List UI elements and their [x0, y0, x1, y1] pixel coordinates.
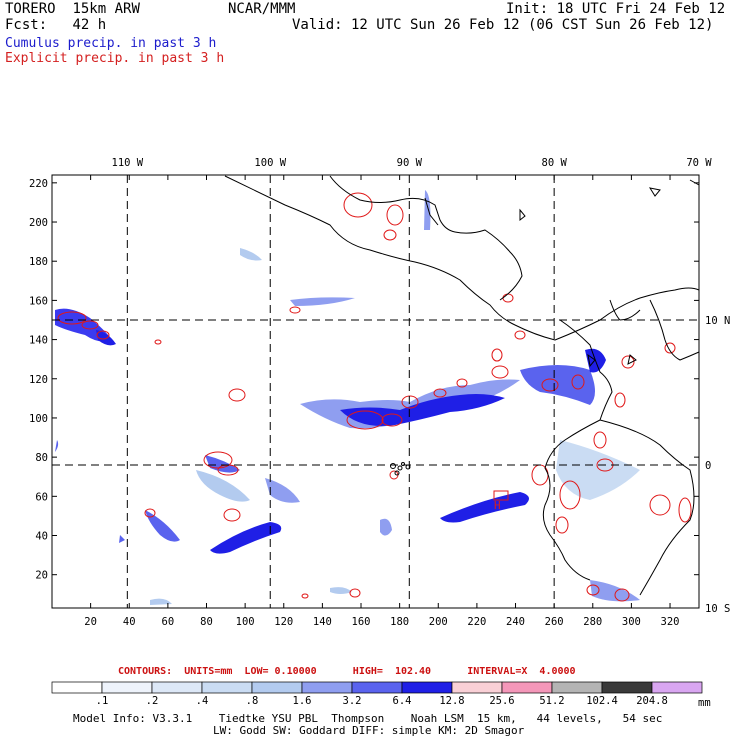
legend-swatch	[451, 681, 503, 694]
x-tick-label: 80	[200, 616, 213, 628]
y-tick-label: 100	[29, 413, 48, 425]
legend-value-label: .4	[196, 695, 209, 707]
y-tick-label: 200	[29, 217, 48, 229]
model-name: TORERO 15km ARW	[5, 1, 140, 17]
legend-value-label: .2	[146, 695, 159, 707]
x-tick-labels: 20 40 60 80 100 120 140 160 180 200 220 240 260 280 30…	[84, 175, 680, 628]
model-info: Model Info: V3.3.1 Tiedtke YSU PBL Thomp…	[73, 712, 663, 725]
longitude-label: 90 W	[397, 157, 423, 169]
latitude-labels: 10 N 0 10 S	[705, 315, 730, 615]
high-marker: H	[494, 499, 501, 512]
x-tick-label: 60	[162, 616, 175, 628]
coastlines	[224, 175, 700, 596]
forecast-hour: Fcst: 42 h	[5, 17, 107, 33]
legend-swatch	[551, 681, 603, 694]
legend-value-label: 3.2	[343, 695, 362, 707]
y-tick-label: 220	[29, 178, 48, 190]
y-tick-labels: 220 200 180 160 140 120 100 80 60 40 20	[29, 178, 699, 582]
y-tick-label: 120	[29, 374, 48, 386]
legend-value-label: 102.4	[586, 695, 618, 707]
y-tick-label: 20	[35, 570, 48, 582]
x-tick-label: 180	[390, 616, 409, 628]
explicit-precip-title: Explicit precip. in past 3 h	[5, 51, 225, 66]
y-tick-label: 80	[35, 452, 48, 464]
graticule	[52, 175, 699, 608]
cumulus-precip-title: Cumulus precip. in past 3 h	[5, 36, 217, 51]
longitude-label: 70 W	[686, 157, 712, 169]
legend-value-label: 1.6	[293, 695, 312, 707]
longitude-label: 80 W	[542, 157, 568, 169]
latitude-label: 0	[705, 460, 711, 472]
x-tick-label: 120	[274, 616, 293, 628]
y-tick-label: 140	[29, 335, 48, 347]
legend-swatch	[501, 681, 553, 694]
color-legend: .1 .2 .4 .8 1.6 3.2 6.4 12.8 25.6 51.2 102.4 204.8	[51, 681, 703, 707]
legend-value-label: 25.6	[489, 695, 514, 707]
y-tick-label: 180	[29, 256, 48, 268]
legend-units: mm	[698, 697, 711, 709]
latitude-label: 10 N	[705, 315, 730, 327]
legend-swatch	[151, 681, 203, 694]
legend-value-label: .8	[246, 695, 259, 707]
legend-swatch	[51, 681, 103, 694]
legend-value-label: 6.4	[393, 695, 412, 707]
x-tick-label: 280	[583, 616, 602, 628]
legend-swatch	[601, 681, 653, 694]
legend-swatch	[301, 681, 353, 694]
galapagos-islands	[390, 462, 411, 476]
x-tick-label: 320	[661, 616, 680, 628]
x-tick-label: 200	[429, 616, 448, 628]
map-frame	[51, 174, 700, 609]
center-name: NCAR/MMM	[228, 1, 296, 17]
latitude-label: 10 S	[705, 603, 730, 615]
legend-swatch	[351, 681, 403, 694]
x-tick-label: 40	[123, 616, 136, 628]
legend-swatch	[651, 681, 703, 694]
init-time: Init: 18 UTC Fri 24 Feb 12	[506, 1, 726, 17]
legend-swatch	[401, 681, 453, 694]
valid-time: Valid: 12 UTC Sun 26 Feb 12 (06 CST Sun …	[292, 17, 714, 33]
model-physics: LW: Godd SW: Goddard DIFF: simple KM: 2D…	[213, 724, 525, 737]
legend-swatch	[201, 681, 253, 694]
y-tick-label: 160	[29, 295, 48, 307]
y-tick-label: 60	[35, 491, 48, 503]
longitude-label: 100 W	[254, 157, 286, 169]
legend-value-label: .1	[96, 695, 109, 707]
longitude-label: 110 W	[112, 157, 144, 169]
x-tick-label: 260	[545, 616, 564, 628]
legend-swatch	[251, 681, 303, 694]
x-tick-label: 140	[313, 616, 332, 628]
legend-value-label: 12.8	[439, 695, 464, 707]
longitude-labels: 110 W 100 W 90 W 80 W 70 W	[112, 157, 713, 169]
legend-value-label: 204.8	[636, 695, 668, 707]
legend-value-label: 51.2	[539, 695, 564, 707]
legend-swatch	[101, 681, 153, 694]
x-tick-label: 160	[352, 616, 371, 628]
x-tick-label: 100	[236, 616, 255, 628]
contour-info: CONTOURS: UNITS=mm LOW= 0.10000 HIGH= 10…	[118, 666, 576, 677]
y-tick-label: 40	[35, 531, 48, 543]
x-tick-label: 240	[506, 616, 525, 628]
x-tick-label: 20	[84, 616, 97, 628]
x-tick-label: 300	[622, 616, 641, 628]
x-tick-label: 220	[467, 616, 486, 628]
